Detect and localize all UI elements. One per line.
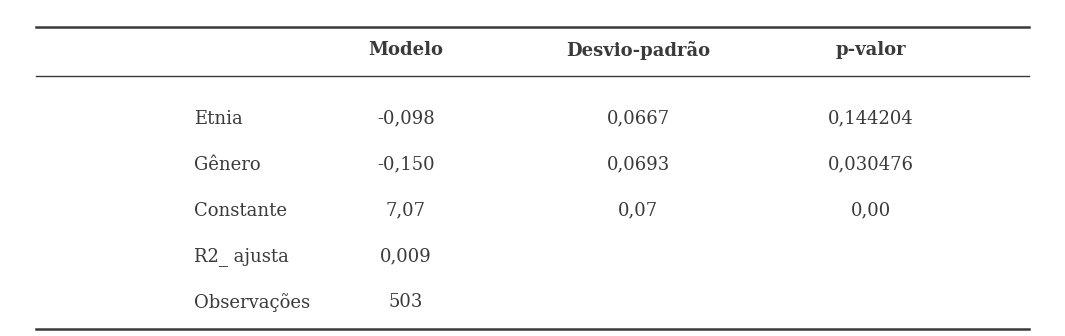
Text: -0,098: -0,098 <box>377 110 435 128</box>
Text: p-valor: p-valor <box>835 41 906 59</box>
Text: Constante: Constante <box>195 202 288 220</box>
Text: 0,0667: 0,0667 <box>607 110 670 128</box>
Text: R2_ ajusta: R2_ ajusta <box>195 247 290 266</box>
Text: 503: 503 <box>389 293 423 311</box>
Text: 7,07: 7,07 <box>386 202 426 220</box>
Text: -0,150: -0,150 <box>377 156 435 174</box>
Text: Modelo: Modelo <box>368 41 443 59</box>
Text: 0,0693: 0,0693 <box>607 156 670 174</box>
Text: Etnia: Etnia <box>195 110 243 128</box>
Text: 0,144204: 0,144204 <box>828 110 914 128</box>
Text: 0,07: 0,07 <box>618 202 658 220</box>
Text: Desvio-padrão: Desvio-padrão <box>567 41 710 59</box>
Text: 0,030476: 0,030476 <box>828 156 914 174</box>
Text: 0,009: 0,009 <box>380 248 431 265</box>
Text: 0,00: 0,00 <box>851 202 890 220</box>
Text: Gênero: Gênero <box>195 156 261 174</box>
Text: Observações: Observações <box>195 293 311 312</box>
